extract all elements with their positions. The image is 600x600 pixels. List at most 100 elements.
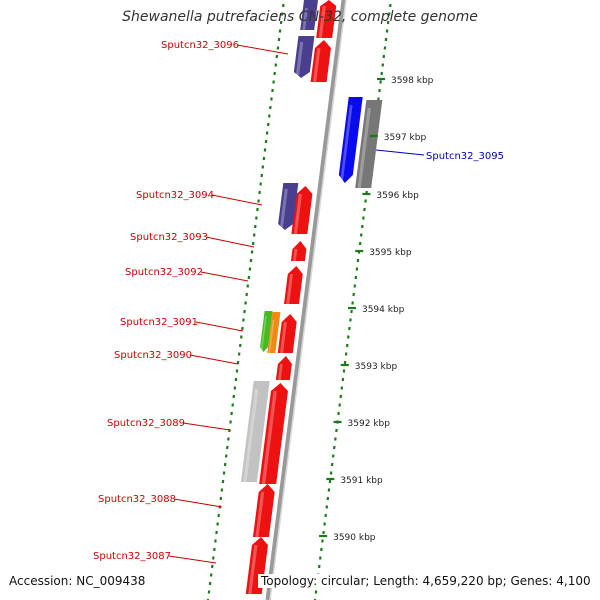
gene-body [316, 0, 337, 38]
gene-shine [268, 319, 275, 354]
gene-shine [295, 41, 304, 79]
gene-label-text: Sputcn32_3090 [114, 350, 192, 361]
leader-line [189, 354, 239, 365]
gene-shine [261, 390, 277, 485]
gene-label-sputcn32_3096: Sputcn32_3096 [161, 40, 289, 55]
gene-label-text: Sputcn32_3095 [426, 151, 504, 162]
gene-body [277, 314, 297, 353]
gene-shine [243, 388, 259, 483]
gene-shine [280, 321, 287, 354]
kbp-tick-label: 3595 kbp [369, 248, 412, 258]
gene-shine [357, 107, 371, 189]
gene-label-text: Sputcn32_3087 [93, 551, 171, 562]
gene-3095-blue [338, 97, 363, 184]
gene-label-sputcn32_3095: Sputcn32_3095 [375, 149, 504, 162]
gene-label-text: Sputcn32_3094 [136, 190, 214, 201]
kbp-tick-label: 3596 kbp [376, 191, 419, 201]
gene-shine [318, 5, 326, 39]
kbp-tick-label: 3597 kbp [384, 133, 427, 143]
leader-line [200, 271, 249, 282]
topology-text: Topology: circular; Length: 4,659,220 bp… [258, 574, 591, 588]
gene-body [283, 266, 303, 304]
gene-label-sputcn32_3090: Sputcn32_3090 [114, 350, 239, 365]
gene-shine [286, 273, 294, 305]
backbone-highlight [269, 0, 347, 600]
gene-label-sputcn32_3093: Sputcn32_3093 [130, 232, 255, 248]
gene-3089-grey [240, 381, 270, 483]
gene-3091-green [260, 311, 273, 353]
gene-body [355, 100, 383, 188]
gene-body [252, 484, 275, 537]
gene-body [300, 0, 318, 30]
leader-line [182, 422, 231, 431]
gene-3095-grey [355, 100, 383, 189]
gene-3092 [283, 266, 303, 305]
leader-line [205, 236, 255, 248]
gene-shine [260, 315, 267, 353]
genome-backbone [265, 0, 347, 600]
gene-shine [279, 188, 288, 231]
map-title: Shewanella putrefaciens CN-32, complete … [122, 9, 478, 25]
gene-shine [293, 193, 303, 235]
gene-body [310, 40, 331, 82]
gene-3090 [275, 356, 292, 381]
gene-3096-top [316, 0, 337, 39]
leader-line [236, 44, 289, 55]
leader-line [195, 321, 244, 332]
gene-top-dark [300, 0, 318, 31]
gene-shine [277, 363, 283, 381]
kbp-tick-label: 3590 kbp [333, 533, 376, 543]
gene-3089-fwd [259, 383, 288, 485]
leader-line [168, 555, 217, 564]
gene-label-text: Sputcn32_3091 [120, 317, 198, 328]
gene-body [259, 383, 288, 484]
gene-label-sputcn32_3089: Sputcn32_3089 [107, 418, 231, 431]
kbp-tick-label: 3594 kbp [362, 305, 405, 315]
kbp-ticks: 3598 kbp 3597 kbp 3596 kbp 3595 kbp 3594 kbp… [319, 76, 434, 543]
gene-label-sputcn32_3088: Sputcn32_3088 [98, 494, 223, 508]
gene-body [278, 183, 299, 230]
gene-shine [248, 544, 258, 595]
gene-label-text: Sputcn32_3093 [130, 232, 208, 243]
gene-label-text: Sputcn32_3089 [107, 418, 185, 429]
gene-3094-dark [278, 183, 299, 231]
leader-line [173, 498, 223, 508]
gene-body [240, 381, 270, 482]
gene-body [293, 36, 315, 78]
outer-dot-track [313, 3, 392, 600]
gene-shine [339, 104, 353, 184]
kbp-tick-label: 3598 kbp [391, 76, 434, 86]
accession-text: Accession: NC_009438 [9, 574, 150, 588]
gene-3091-orange [267, 312, 281, 354]
gene-shine [302, 7, 308, 31]
gene-shine [293, 248, 298, 262]
gene-label-sputcn32_3087: Sputcn32_3087 [93, 551, 217, 564]
backbone-line [265, 0, 347, 600]
gene-label-text: Sputcn32_3096 [161, 40, 239, 51]
gene-body [291, 186, 313, 234]
gene-body [260, 311, 273, 352]
gene-3096-dark [293, 36, 315, 79]
gene-features [240, 0, 383, 595]
gene-body [267, 312, 281, 353]
gene-3093 [290, 241, 307, 262]
gene-label-sputcn32_3092: Sputcn32_3092 [125, 267, 249, 282]
gene-label-sputcn32_3094: Sputcn32_3094 [136, 190, 263, 206]
gene-shine [313, 47, 321, 83]
gene-label-sputcn32_3091: Sputcn32_3091 [120, 317, 244, 332]
kbp-tick-label: 3591 kbp [340, 476, 383, 486]
gene-label-text: Sputcn32_3088 [98, 494, 176, 505]
gene-3094-fwd [291, 186, 313, 235]
gene-3091-fwd [277, 314, 297, 354]
gene-body [275, 356, 292, 380]
leader-line [211, 194, 263, 206]
gene-shine [255, 491, 265, 538]
kbp-tick-label: 3593 kbp [355, 362, 398, 372]
gene-body [290, 241, 307, 261]
gene-body [338, 97, 363, 183]
gene-3088 [252, 484, 275, 538]
kbp-tick-label: 3592 kbp [348, 419, 391, 429]
gene-labels: Sputcn32_3096 Sputcn32_3095 Sputcn32_3094 S… [93, 40, 504, 564]
leader-line [375, 149, 425, 156]
